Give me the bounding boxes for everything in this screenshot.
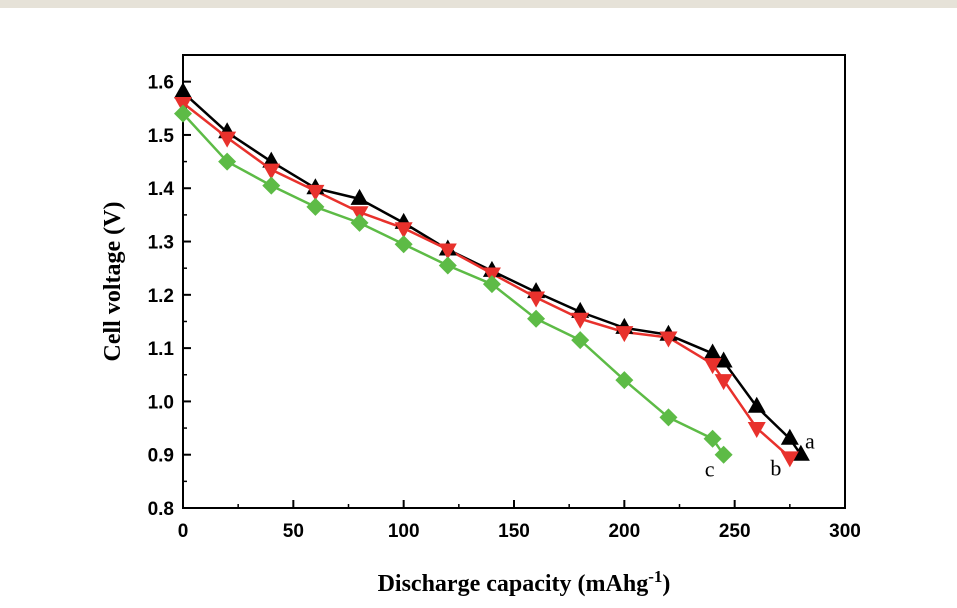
data-point-c <box>714 445 733 464</box>
y-tick-label: 1.1 <box>148 339 175 360</box>
x-tick-label: 100 <box>388 521 420 542</box>
y-tick-label: 1.6 <box>148 73 174 94</box>
data-point-c <box>659 408 678 427</box>
data-point-c <box>306 197 325 216</box>
y-axis-title: Cell voltage (V) <box>100 202 126 362</box>
axis-ticks <box>182 80 846 509</box>
data-point-a <box>350 188 369 205</box>
y-tick-label: 1.4 <box>148 179 175 200</box>
y-tick-label: 0.8 <box>148 499 174 520</box>
y-tick-label: 1.3 <box>148 233 174 254</box>
y-tick-label: 1.2 <box>148 286 174 307</box>
x-axis-title-main: Discharge capacity (mAhg <box>378 571 649 597</box>
tick-labels: 0 50 100 150 200 250 300 0.8 0.9 1.0 1.1 1.2 1.3 1.4 1… <box>148 73 861 542</box>
data-point-a <box>747 396 766 413</box>
data-point-a <box>791 444 810 461</box>
series-markers <box>174 82 810 468</box>
data-point-c <box>703 429 722 448</box>
data-point-c <box>218 152 237 171</box>
series-labels: ab c <box>705 429 815 482</box>
x-tick-label: 300 <box>829 521 861 542</box>
data-point-b <box>714 374 733 391</box>
y-tick-label: 1.0 <box>148 392 174 413</box>
y-tick-label: 1.5 <box>148 126 175 147</box>
data-point-b <box>306 184 325 201</box>
series-line-c <box>182 112 725 456</box>
data-point-b <box>703 358 722 375</box>
data-point-b <box>218 131 237 148</box>
data-point-c <box>438 256 457 275</box>
data-point-a <box>714 351 733 368</box>
data-point-b <box>527 291 546 308</box>
data-point-c <box>174 104 192 123</box>
x-axis-title-end: ) <box>662 571 670 597</box>
y-tick-label: 0.9 <box>148 446 174 467</box>
series-label-a: a <box>805 429 815 454</box>
data-point-c <box>262 176 281 195</box>
data-point-a <box>780 428 799 445</box>
data-point-a <box>703 343 722 360</box>
data-point-b <box>615 326 634 343</box>
data-point-c <box>482 275 501 294</box>
data-point-b <box>747 422 766 439</box>
x-tick-label: 250 <box>719 521 751 542</box>
x-tick-label: 0 <box>178 521 189 542</box>
x-tick-label: 150 <box>498 521 530 542</box>
x-tick-label: 50 <box>283 521 304 542</box>
data-point-b <box>659 331 678 348</box>
data-point-c <box>394 235 413 254</box>
data-point-c <box>527 309 546 328</box>
x-tick-label: 200 <box>608 521 640 542</box>
data-point-c <box>615 371 634 390</box>
series-label-c: c <box>705 457 715 482</box>
data-point-b <box>780 451 799 468</box>
data-point-b <box>571 312 590 329</box>
series-line-b <box>182 101 791 459</box>
data-point-c <box>571 331 590 350</box>
top-bar <box>0 0 957 8</box>
x-axis-title: Discharge capacity (mAhg-1) <box>378 567 671 598</box>
x-axis-title-superscript: -1 <box>648 567 662 586</box>
data-point-b <box>438 243 457 260</box>
data-point-c <box>350 213 369 232</box>
series-label-b: b <box>770 455 781 480</box>
data-point-b <box>394 222 413 239</box>
data-point-a <box>174 82 192 99</box>
data-point-b <box>262 163 281 180</box>
